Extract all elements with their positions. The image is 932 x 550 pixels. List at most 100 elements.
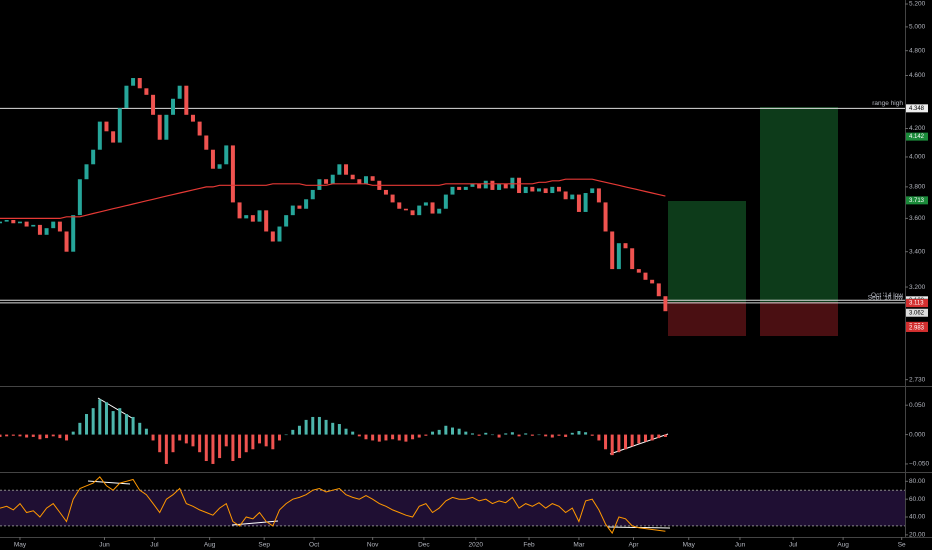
- macd-bar: [643, 434, 647, 442]
- candle-body: [550, 186, 555, 194]
- candle-body: [510, 177, 515, 189]
- y-tick-label: 2.730: [909, 376, 926, 383]
- y-tick-label: 4.600: [909, 72, 926, 79]
- price-tag-box: [906, 196, 928, 205]
- candle-body: [137, 78, 142, 89]
- macd-bar: [124, 414, 128, 435]
- macd-bar: [18, 434, 22, 437]
- price-tag: 4.348: [909, 106, 925, 112]
- candle-body: [31, 224, 36, 227]
- macd-bar: [650, 434, 654, 441]
- level-label: Oct '14 low: [871, 292, 903, 299]
- candle-body: [616, 243, 621, 270]
- candle-body: [197, 121, 202, 136]
- macd-bar: [184, 434, 188, 444]
- candle-body: [210, 149, 215, 169]
- candle-body: [51, 221, 56, 229]
- macd-bar: [71, 431, 75, 435]
- candle-body: [443, 194, 448, 209]
- macd-bar: [337, 424, 341, 435]
- y-tick-label: 0.000: [909, 431, 926, 438]
- macd-bar: [31, 434, 35, 437]
- x-tick-label: Dec: [418, 542, 430, 549]
- x-tick-label: Jul: [789, 542, 798, 549]
- candle-body: [111, 131, 116, 143]
- candle-body: [530, 186, 535, 192]
- candle-body: [117, 108, 122, 143]
- rsi-line: [0, 476, 666, 535]
- rsi-band: [0, 490, 905, 526]
- price-tag: 3.713: [909, 198, 925, 204]
- macd-bar: [357, 434, 361, 437]
- macd-bar: [457, 428, 461, 435]
- x-tick-label: Sep: [258, 542, 270, 549]
- macd-bar: [284, 434, 288, 436]
- candle-body: [417, 205, 422, 216]
- macd-bar: [624, 434, 628, 450]
- y-tick-label: −0.050: [909, 461, 929, 468]
- macd-bar: [530, 434, 534, 436]
- price-tag: 3.062: [909, 310, 925, 316]
- x-tick-label: Oct: [309, 542, 319, 549]
- macd-bar: [351, 431, 355, 435]
- candle-body: [270, 231, 275, 242]
- candle-body: [357, 179, 362, 184]
- candle-body: [497, 183, 502, 190]
- macd-bar: [630, 434, 634, 447]
- macd-bar: [104, 402, 108, 435]
- macd-bar: [570, 432, 574, 435]
- candle-body: [330, 174, 335, 184]
- candle-body: [363, 176, 368, 184]
- macd-bar: [171, 434, 175, 453]
- macd-bar: [604, 434, 608, 450]
- price-tag: 3.113: [909, 301, 924, 307]
- x-tick-label: 2020: [469, 542, 484, 549]
- candle-body: [157, 114, 162, 140]
- candle-body: [350, 174, 355, 180]
- macd-bar: [11, 434, 15, 436]
- candle-body: [171, 98, 176, 115]
- candle-body: [304, 199, 309, 209]
- macd-bar: [524, 433, 528, 435]
- candle-body: [4, 220, 9, 222]
- macd-bar: [424, 434, 428, 436]
- macd-bar: [204, 434, 208, 462]
- x-tick-label: Mar: [573, 542, 585, 549]
- price-tag-box: [906, 323, 928, 332]
- macd-bar: [404, 434, 408, 442]
- candle-body: [337, 164, 342, 175]
- long-profit-zone: [760, 107, 838, 302]
- macd-bar: [65, 434, 69, 441]
- macd-bar: [437, 429, 441, 435]
- candle-body: [164, 114, 169, 140]
- candle-body: [151, 94, 156, 115]
- candle-body: [97, 121, 102, 150]
- macd-bar: [637, 434, 641, 444]
- candle-body: [310, 189, 315, 200]
- macd-bar: [477, 434, 481, 436]
- macd-bar: [158, 434, 162, 453]
- candle-body: [44, 228, 49, 235]
- x-tick-label: Nov: [367, 542, 379, 549]
- candle-body: [423, 202, 428, 206]
- y-tick-label: 80.00: [909, 478, 926, 485]
- macd-bar: [484, 432, 488, 435]
- candle-body: [490, 180, 495, 190]
- macd-bar: [244, 434, 248, 453]
- price-tag: 4.142: [909, 134, 925, 140]
- candle-body: [450, 186, 455, 195]
- level-label: Sept '16 low: [868, 295, 904, 302]
- long-profit-zone: [668, 201, 746, 302]
- price-tag-box: [906, 308, 928, 317]
- macd-bar: [331, 422, 335, 435]
- candle-body: [57, 221, 62, 232]
- macd-bar: [58, 434, 62, 439]
- macd-bar: [610, 434, 614, 456]
- macd-bar: [211, 434, 215, 464]
- candle-body: [131, 78, 136, 86]
- candle-body: [64, 231, 69, 252]
- macd-bar: [198, 434, 202, 453]
- candle-body: [636, 269, 641, 273]
- candle-body: [237, 202, 242, 219]
